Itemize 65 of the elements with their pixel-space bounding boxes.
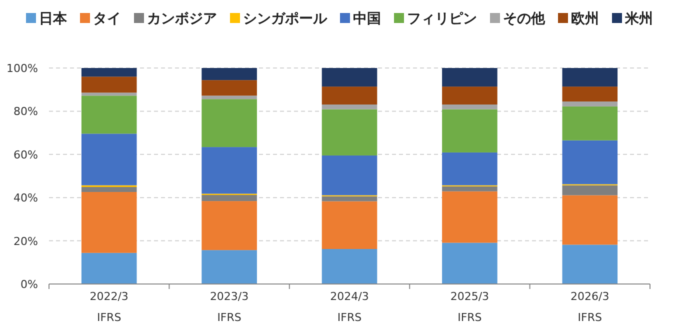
bar	[322, 68, 378, 87]
y-tick-label: 60%	[14, 148, 38, 162]
bar	[202, 68, 257, 80]
bar	[202, 195, 257, 202]
bar	[442, 68, 498, 87]
bar	[322, 201, 378, 250]
y-tick-label: 100%	[6, 62, 38, 75]
legend-label: 米州	[624, 11, 653, 27]
x-tick-label: 2022/3	[90, 290, 128, 303]
bar	[81, 76, 137, 93]
text: IFRS	[337, 311, 362, 324]
bar	[81, 187, 137, 192]
legend-label: 日本	[39, 11, 68, 27]
bar	[442, 152, 498, 186]
bar	[202, 99, 257, 148]
legend-label: フィリピン	[407, 11, 477, 27]
legend-label: シンガポール	[243, 11, 328, 27]
text: IFRS	[217, 311, 242, 324]
bar	[322, 155, 378, 196]
bar	[322, 109, 378, 156]
y-tick-label: 40%	[14, 192, 38, 205]
bar	[322, 196, 378, 202]
bar	[442, 242, 498, 284]
legend-label: 中国	[353, 11, 381, 27]
bar	[202, 250, 257, 284]
bar	[562, 68, 618, 87]
bar	[442, 186, 498, 192]
bar	[81, 252, 137, 284]
bar	[81, 68, 137, 77]
bar	[562, 185, 618, 196]
x-tick-label: 2024/3	[330, 290, 369, 303]
bar	[442, 191, 498, 243]
bar	[81, 134, 137, 186]
y-tick-label: 20%	[14, 234, 38, 248]
text: IFRS	[578, 311, 602, 324]
bar	[202, 201, 257, 250]
bar	[442, 104, 498, 110]
text: IFRS	[458, 311, 482, 324]
legend-label: 欧州	[571, 11, 599, 27]
text: IFRS	[97, 311, 122, 324]
bar	[562, 195, 618, 245]
bar	[442, 86, 498, 105]
bar	[322, 249, 378, 284]
bar	[562, 106, 618, 140]
bar	[562, 140, 618, 184]
bar	[322, 104, 378, 110]
bar	[81, 192, 137, 253]
x-tick-label: 2026/3	[570, 290, 610, 303]
x-tick-label: 2025/3	[450, 290, 490, 303]
bar	[562, 86, 618, 102]
bar	[202, 96, 257, 100]
y-tick-label: 80%	[14, 105, 38, 118]
bar	[202, 147, 257, 194]
bar	[81, 92, 137, 96]
bar	[81, 96, 137, 134]
legend-label: カンボジア	[147, 11, 217, 27]
x-tick-label: 2023/3	[210, 290, 249, 303]
bar	[442, 109, 498, 152]
y-tick-label: 0%	[20, 278, 38, 291]
bar	[562, 244, 618, 284]
bar	[562, 101, 618, 106]
bar	[202, 80, 257, 96]
legend-label: その他	[503, 11, 546, 27]
bar	[322, 86, 378, 105]
legend-label: タイ	[93, 11, 121, 27]
